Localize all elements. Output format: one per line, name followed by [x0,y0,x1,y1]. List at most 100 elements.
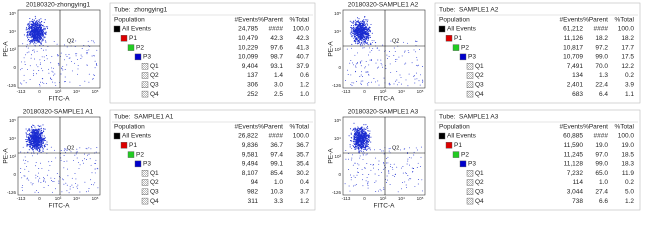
event-dot [353,21,355,23]
event-dot [350,177,352,179]
population-name: P2 [136,44,144,51]
event-dot [24,162,26,164]
event-dot [383,163,385,165]
event-dot [364,139,366,141]
event-dot [401,188,403,190]
event-dot [33,49,35,51]
event-dot [368,82,370,83]
event-dot [361,131,363,134]
event-dot [352,154,354,156]
column-header: %Total [614,124,634,131]
event-dot [75,55,77,57]
event-dot [377,59,379,61]
stat-cell: 70.0 [595,63,608,70]
event-dot [351,82,353,84]
event-dot [22,189,23,191]
event-dot [368,74,370,76]
event-dot [40,22,42,24]
event-dot [369,147,371,149]
event-dot [66,148,68,150]
event-dot [367,185,369,187]
event-dot [362,20,364,22]
event-dot [24,64,26,65]
event-dot [358,129,360,131]
event-dot [383,77,385,79]
event-dot [355,138,357,140]
event-dot [30,37,32,39]
event-dot [60,73,62,75]
event-dot [349,32,351,34]
event-dot [40,18,42,20]
event-dot [390,163,392,165]
event-dot [36,141,38,143]
event-dot [41,133,43,135]
event-dot [396,42,398,44]
tube-label: Tube: [439,7,456,14]
population-swatch [141,63,149,70]
dot-cloud [345,16,424,87]
event-dot [37,176,39,178]
event-dot [350,132,352,134]
event-dot [357,171,359,173]
event-dot [364,132,366,134]
event-dot [31,140,33,142]
event-dot [359,25,361,27]
event-dot [45,41,47,43]
event-dot [56,43,58,45]
x-tick-label: 10⁵ [92,89,99,94]
plot-frame [17,9,101,89]
population-name: P3 [468,161,476,168]
y-axis-label: PE-A [3,41,10,57]
event-dot [365,134,367,136]
event-dot [32,145,34,147]
event-dot [63,183,65,185]
event-dot [51,79,53,80]
event-dot [32,27,34,29]
event-dot [39,150,41,152]
event-dot [97,168,99,170]
event-dot [358,128,360,130]
stat-cell: #### [269,26,284,33]
event-dot [29,143,31,145]
stat-cell: 1.1 [625,91,634,98]
event-dot [63,167,65,169]
event-dot [52,180,54,182]
event-dot [394,176,395,178]
event-dot [31,184,33,186]
event-dot [357,62,358,64]
y-tick-label: 10⁴ [9,136,16,141]
event-dot [363,133,365,136]
event-dot [86,53,88,55]
event-dot [68,192,70,194]
event-dot [389,184,391,186]
event-dot [68,54,70,55]
event-dot [53,74,55,76]
event-dot [82,160,83,162]
event-dot [377,67,378,69]
event-dot [34,58,36,60]
event-dot [34,140,36,143]
event-dot [28,129,30,131]
event-dot [56,173,58,174]
x-tick-label: -113 [17,196,26,201]
event-dot [25,132,27,134]
event-dot [363,47,365,49]
event-dot [63,44,65,46]
stat-cell: 9,404 [242,63,259,70]
stat-cell: 7,491 [567,63,584,70]
stat-cell: 982 [247,189,258,196]
population-swatch [438,132,446,140]
stat-cell: 1.4 [274,72,283,79]
event-dot [368,174,370,175]
event-dot [36,73,37,75]
event-dot [400,76,402,78]
event-dot [362,80,364,82]
event-dot [38,28,40,30]
event-dot [86,154,88,156]
population-name: Q4 [150,198,159,205]
event-dot [359,21,361,23]
event-dot [33,33,35,35]
event-dot [39,147,41,149]
stat-cell: 11.9 [622,170,635,177]
x-tick-label: 10³ [55,89,62,94]
